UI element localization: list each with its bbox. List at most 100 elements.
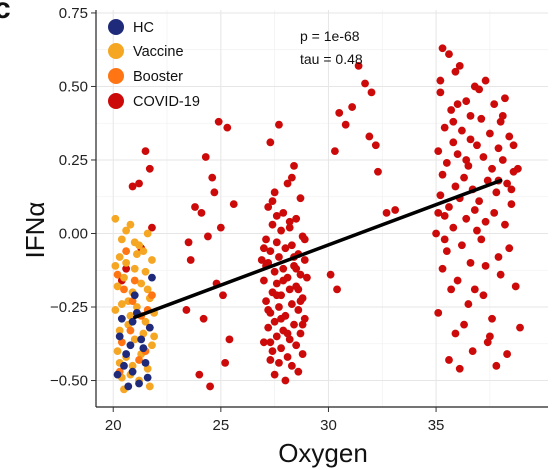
point-covid-19 — [285, 217, 294, 226]
point-covid-19 — [453, 276, 462, 285]
point-booster — [135, 356, 143, 364]
legend-entry-vaccine: Vaccine — [108, 43, 184, 60]
point-covid-19 — [326, 270, 335, 279]
point-covid-19 — [438, 44, 447, 53]
point-covid-19 — [204, 232, 212, 241]
point-covid-19 — [460, 320, 468, 329]
point-covid-19 — [229, 200, 238, 208]
point-covid-19 — [259, 338, 268, 347]
point-covid-19 — [262, 235, 270, 244]
point-covid-19 — [477, 114, 486, 123]
point-covid-19 — [473, 141, 481, 150]
point-covid-19 — [492, 188, 501, 197]
p-value-annotation: p = 1e-68 — [300, 28, 360, 44]
point-booster — [120, 285, 128, 294]
point-covid-19 — [445, 50, 453, 59]
point-hc — [143, 373, 152, 382]
point-covid-19 — [348, 103, 357, 111]
point-covid-19 — [501, 94, 509, 103]
point-covid-19 — [432, 229, 440, 238]
point-covid-19 — [511, 282, 520, 291]
point-covid-19 — [257, 256, 266, 264]
point-vaccine — [117, 235, 126, 244]
point-covid-19 — [281, 376, 290, 385]
point-covid-19 — [145, 164, 154, 173]
point-covid-19 — [440, 211, 449, 220]
point-covid-19 — [371, 141, 380, 150]
point-covid-19 — [277, 314, 286, 323]
point-covid-19 — [122, 264, 131, 273]
point-vaccine — [143, 229, 152, 238]
point-covid-19 — [455, 61, 464, 70]
point-covid-19 — [468, 347, 477, 356]
point-covid-19 — [214, 117, 223, 126]
legend-swatch-vaccine — [108, 43, 124, 59]
y-tick-label: −0.25 — [50, 299, 88, 316]
point-covid-19 — [496, 117, 505, 126]
point-vaccine — [126, 311, 135, 320]
point-covid-19 — [270, 188, 279, 197]
point-covid-19 — [182, 306, 191, 314]
point-vaccine — [111, 306, 120, 314]
point-covid-19 — [479, 153, 488, 161]
point-vaccine — [120, 273, 128, 282]
point-covid-19 — [449, 117, 458, 126]
point-covid-19 — [505, 244, 514, 253]
point-booster — [113, 270, 122, 279]
point-vaccine — [111, 261, 120, 270]
point-covid-19 — [477, 235, 486, 244]
data-points — [111, 44, 524, 394]
point-covid-19 — [294, 367, 303, 376]
point-covid-19 — [436, 76, 445, 85]
point-covid-19 — [492, 361, 501, 370]
point-covid-19 — [498, 111, 507, 120]
point-covid-19 — [294, 285, 303, 294]
point-covid-19 — [259, 244, 268, 253]
axes: 20 25 30 35 −0.50 −0.25 0.00 0.25 0.50 0.75 — [50, 5, 548, 434]
legend-label-booster: Booster — [133, 69, 183, 85]
point-covid-19 — [485, 332, 494, 341]
point-covid-19 — [434, 308, 443, 317]
point-hc — [128, 317, 137, 326]
point-covid-19 — [374, 167, 382, 176]
point-covid-19 — [268, 347, 277, 356]
point-covid-19 — [445, 356, 453, 364]
point-vaccine — [117, 300, 126, 308]
point-covid-19 — [300, 314, 309, 323]
point-covid-19 — [466, 135, 475, 144]
point-covid-19 — [296, 297, 305, 306]
point-covid-19 — [462, 156, 471, 164]
point-covid-19 — [275, 303, 283, 311]
point-covid-19 — [481, 261, 490, 270]
point-covid-19 — [283, 179, 292, 188]
point-covid-19 — [481, 217, 490, 226]
point-covid-19 — [442, 159, 451, 167]
point-booster — [128, 297, 137, 306]
point-vaccine — [128, 361, 137, 370]
point-covid-19 — [341, 120, 350, 129]
point-hc — [124, 382, 133, 391]
point-vaccine — [115, 326, 124, 335]
point-vaccine — [130, 264, 139, 273]
point-covid-19 — [292, 214, 301, 223]
point-covid-19 — [141, 147, 150, 156]
x-tick-label: 35 — [428, 417, 445, 434]
legend-label-vaccine: Vaccine — [133, 44, 184, 60]
point-hc — [128, 367, 137, 376]
point-covid-19 — [186, 256, 195, 264]
point-covid-19 — [436, 88, 445, 97]
point-covid-19 — [507, 200, 516, 208]
point-vaccine — [122, 226, 131, 235]
point-covid-19 — [303, 273, 311, 282]
point-covid-19 — [464, 161, 473, 170]
point-covid-19 — [266, 138, 275, 147]
point-covid-19 — [223, 123, 232, 132]
point-hc — [145, 323, 154, 332]
point-covid-19 — [466, 259, 475, 267]
point-covid-19 — [264, 203, 273, 211]
point-covid-19 — [481, 76, 490, 85]
point-vaccine — [143, 364, 152, 373]
point-covid-19 — [219, 291, 227, 300]
point-covid-19 — [367, 88, 376, 97]
